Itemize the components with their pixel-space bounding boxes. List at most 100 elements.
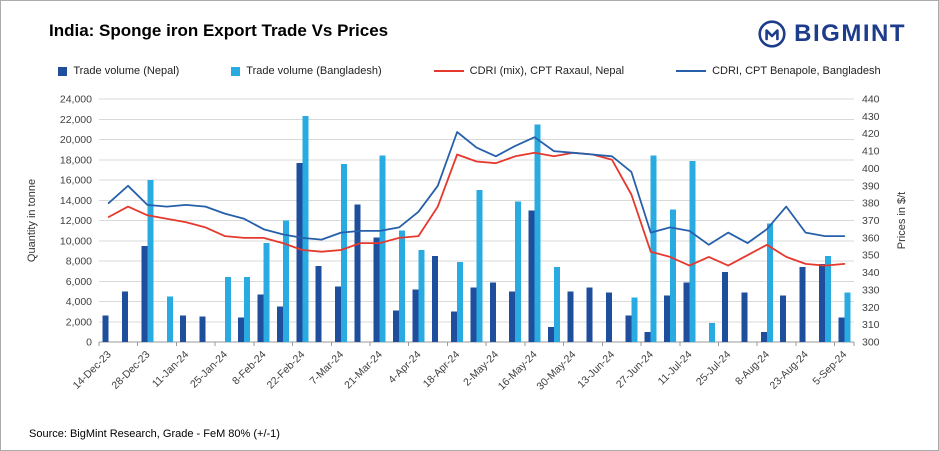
y-right-tick-label: 320 <box>862 302 880 314</box>
legend-swatch-line-nepal-icon <box>433 70 464 72</box>
y-right-tick-label: 300 <box>862 337 880 349</box>
x-tick-label: 4-Apr-24 <box>386 349 423 386</box>
x-tick-label: 5-Sep-24 <box>810 349 849 388</box>
source-note: Source: BigMint Research, Grade - FeM 80… <box>29 428 280 440</box>
bar-nepal <box>818 264 825 342</box>
x-tick-label: 11-Jan-24 <box>150 349 191 390</box>
y-left-tick-label: 12,000 <box>60 215 92 227</box>
bar-bangladesh <box>166 296 173 342</box>
legend-label-trade-volume-bangladesh: Trade volume (Bangladesh) <box>246 65 382 77</box>
y-right-tick-label: 390 <box>862 180 880 192</box>
y-left-tick-label: 16,000 <box>60 175 92 187</box>
bar-nepal <box>393 310 400 342</box>
y-right-tick-label: 380 <box>862 198 880 210</box>
bar-bangladesh <box>824 255 831 342</box>
y-left-tick-label: 10,000 <box>60 235 92 247</box>
y-right-tick-label: 410 <box>862 146 880 158</box>
legend-label-cdri-bangladesh: CDRI, CPT Benapole, Bangladesh <box>712 65 881 77</box>
bar-nepal <box>644 331 651 342</box>
bar-bangladesh <box>476 190 483 342</box>
x-tick-label: 11-Jul-24 <box>656 349 695 388</box>
bar-bangladesh <box>708 322 715 342</box>
y-left-tick-label: 8,000 <box>66 256 92 268</box>
legend-item-cdri-nepal: CDRI (mix), CPT Raxaul, Nepal <box>433 65 625 77</box>
bar-bangladesh <box>224 277 231 342</box>
bar-nepal <box>664 295 671 342</box>
x-tick-label: 13-Jun-24 <box>575 349 617 391</box>
x-tick-label: 14-Dec-23 <box>71 349 114 392</box>
bar-nepal <box>547 326 554 342</box>
bar-nepal <box>509 291 516 342</box>
bar-bangladesh <box>457 262 464 342</box>
bar-nepal <box>722 272 729 342</box>
bar-nepal <box>199 316 206 342</box>
bar-nepal <box>276 306 283 342</box>
y-right-tick-label: 350 <box>862 250 880 262</box>
legend-label-cdri-nepal: CDRI (mix), CPT Raxaul, Nepal <box>469 65 625 77</box>
y-left-tick-label: 24,000 <box>60 94 92 106</box>
y-right-tick-label: 340 <box>862 267 880 279</box>
bar-nepal <box>586 287 593 342</box>
y-left-tick-label: 4,000 <box>66 296 92 308</box>
bar-nepal <box>606 292 613 342</box>
bar-bangladesh <box>302 116 309 343</box>
bar-bangladesh <box>379 155 386 342</box>
y-right-tick-label: 440 <box>862 94 880 106</box>
y-left-tick-label: 14,000 <box>60 195 92 207</box>
legend-label-trade-volume-nepal: Trade volume (Nepal) <box>73 65 180 77</box>
bar-bangladesh <box>650 155 657 342</box>
chart-canvas: 0 2,000 4,000 6,000 8,000 10,000 12,000 14,000 1… <box>26 94 908 393</box>
x-tick-label: 28-Dec-23 <box>109 349 152 392</box>
y-left-tick-label: 20,000 <box>60 134 92 146</box>
bigmint-m-icon <box>758 20 786 48</box>
bar-nepal <box>141 245 148 342</box>
bigmint-logo: BIGMINT <box>757 19 906 49</box>
y-right-tick-label: 360 <box>862 232 880 244</box>
x-tick-label: 8-Aug-24 <box>733 349 772 388</box>
y-right-tick-label: 430 <box>862 111 880 123</box>
bar-bangladesh <box>553 267 560 342</box>
bar-bangladesh <box>515 201 522 342</box>
bar-nepal <box>799 267 806 342</box>
bar-nepal <box>567 291 574 342</box>
y-right-tick-label: 310 <box>862 319 880 331</box>
legend-swatch-bar-nepal-icon <box>58 66 68 76</box>
x-tick-label: 25-Jan-24 <box>188 349 230 391</box>
x-tick-label: 2-May-24 <box>461 349 501 389</box>
y-left-tick-label: 0 <box>86 337 92 349</box>
bar-bangladesh <box>399 230 406 342</box>
x-tick-label: 8-Feb-24 <box>230 349 269 388</box>
bar-nepal <box>528 210 535 342</box>
bar-nepal <box>451 311 458 342</box>
page-title: India: Sponge iron Export Trade Vs Price… <box>49 21 389 40</box>
price-line-nepal <box>107 151 846 267</box>
x-tick-label: 7-Mar-24 <box>307 349 346 388</box>
bar-nepal <box>470 287 477 342</box>
bar-nepal <box>741 292 748 342</box>
bar-nepal <box>412 289 419 342</box>
x-tick-label: 27-Jun-24 <box>614 349 656 391</box>
bar-nepal <box>838 317 845 342</box>
price-line-bangladesh <box>107 131 846 246</box>
bar-nepal <box>373 237 380 342</box>
bar-bangladesh <box>340 163 347 342</box>
bar-bangladesh <box>844 292 851 342</box>
bigmint-logo-text: BIGMINT <box>794 20 906 47</box>
legend-swatch-line-bangladesh-icon <box>676 70 707 72</box>
y-right-tick-label: 400 <box>862 163 880 175</box>
y-right-tick-label: 330 <box>862 284 880 296</box>
x-tick-label: 18-Apr-24 <box>421 349 463 391</box>
bar-nepal <box>238 317 245 342</box>
legend-item-trade-volume-bangladesh: Trade volume (Bangladesh) <box>231 65 382 77</box>
bar-nepal <box>296 162 303 342</box>
bar-nepal <box>180 315 187 342</box>
legend-item-cdri-bangladesh: CDRI, CPT Benapole, Bangladesh <box>676 65 881 77</box>
x-tick-label: 25-Jul-24 <box>694 349 734 389</box>
bar-nepal <box>102 315 109 342</box>
bar-nepal <box>780 295 787 342</box>
bar-bangladesh <box>418 249 425 342</box>
bar-nepal <box>625 315 632 342</box>
y-right-tick-label: 370 <box>862 215 880 227</box>
x-tick-label: 22-Feb-24 <box>265 349 308 392</box>
bar-nepal <box>760 331 767 342</box>
